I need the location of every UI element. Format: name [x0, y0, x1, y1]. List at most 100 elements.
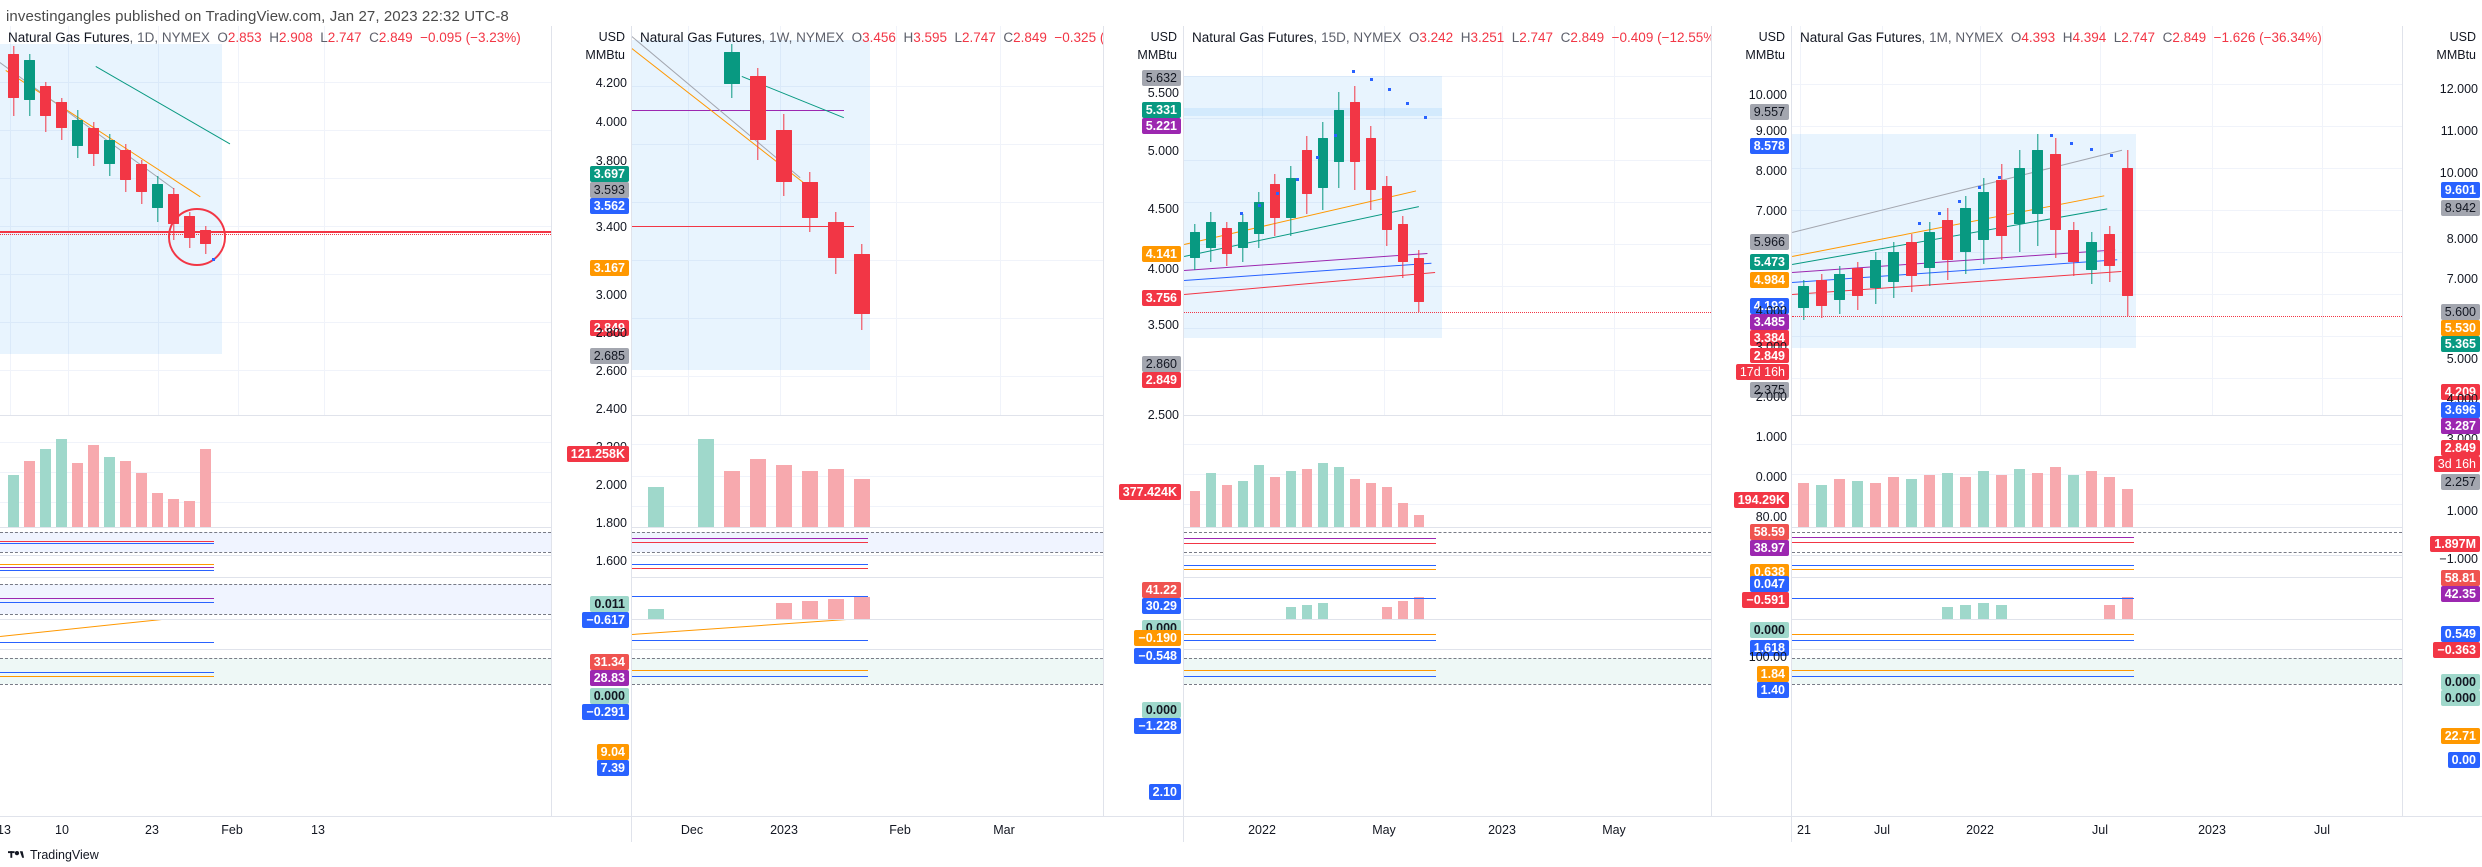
time-axis-1d[interactable]: 13 10 23 Feb 13 — [0, 816, 631, 842]
indicator-pane-1d-c[interactable] — [0, 578, 551, 620]
currency-label: USD — [598, 30, 625, 44]
axis-price-tag: 5.331 — [1141, 102, 1181, 118]
price-pane-1m[interactable] — [1792, 26, 2402, 416]
axis-indicator-tag: 2.10 — [1148, 784, 1181, 800]
panes-15d[interactable]: Natural Gas Futures, 15D, NYMEX O3.242 H… — [1184, 26, 1711, 816]
indicator-pane-1m-a[interactable] — [1792, 528, 2402, 556]
axis-price-tag: 2.685 — [589, 348, 629, 364]
indicator-pane-1m-c[interactable] — [1792, 578, 2402, 620]
price-pane-1d[interactable] — [0, 26, 551, 416]
axis-indicator-tag: 0.047 — [1749, 576, 1789, 592]
axis-tick: 2.400 — [595, 402, 627, 416]
axis-tick: 11.000 — [2440, 124, 2478, 138]
volume-pane-1m[interactable] — [1792, 416, 2402, 528]
axis-indicator-tag: −0.617 — [582, 612, 629, 628]
price-pane-15d[interactable] — [1184, 26, 1711, 416]
indicator-pane-1m-d[interactable] — [1792, 620, 2402, 650]
price-axis-1m[interactable]: USD MMBtu 12.000 11.000 10.000 9.601 8.9… — [2402, 26, 2482, 816]
unit-label: MMBtu — [1137, 48, 1177, 62]
axis-price-tag: 3.697 — [589, 166, 629, 182]
indicator-pane-1d-d[interactable] — [0, 620, 551, 650]
panes-1m[interactable]: Natural Gas Futures, 1M, NYMEX O4.393 H4… — [1792, 26, 2402, 816]
volume-pane-15d[interactable] — [1184, 416, 1711, 528]
open-value: 2.853 — [227, 30, 262, 45]
time-tick: 2023 — [2198, 823, 2226, 837]
axis-price-tag: 5.600 — [2440, 304, 2480, 320]
axis-price-tag: 5.530 — [2440, 320, 2480, 336]
indicator-pane-1m-e[interactable] — [1792, 650, 2402, 696]
indicator-pane-1w-d[interactable] — [632, 620, 1103, 650]
tradingview-mark-icon — [8, 850, 25, 858]
symbol-name: Natural Gas Futures — [640, 30, 762, 45]
chart-panel-1d[interactable]: Natural Gas Futures, 1D, NYMEX O2.853 H2… — [0, 26, 632, 842]
chart-panel-1w[interactable]: Natural Gas Futures, 1W, NYMEX O3.456 H3… — [632, 26, 1184, 842]
price-pane-1w[interactable] — [632, 26, 1103, 416]
axis-tick: 7.000 — [1755, 204, 1787, 218]
open-label: O — [2010, 30, 2022, 45]
axis-tick: 2.000 — [595, 478, 627, 492]
panes-1d[interactable]: Natural Gas Futures, 1D, NYMEX O2.853 H2… — [0, 26, 551, 816]
axis-price-tag: 4.209 — [2440, 384, 2480, 400]
indicator-pane-15d-a[interactable] — [1184, 528, 1711, 556]
axis-indicator-tag: 0.000 — [1749, 622, 1789, 638]
axis-price-tag: 3.384 — [1749, 330, 1789, 346]
panes-1w[interactable]: Natural Gas Futures, 1W, NYMEX O3.456 H3… — [632, 26, 1103, 816]
open-label: O — [217, 30, 228, 45]
change-value: −0.325 (−10.24%) — [1054, 30, 1103, 45]
exchange-label: NYMEX — [796, 30, 845, 45]
price-axis-1w[interactable]: USD MMBtu 5.632 5.500 5.331 5.221 5.000 … — [1103, 26, 1183, 816]
indicator-pane-15d-b[interactable] — [1184, 556, 1711, 578]
indicator-pane-1d-e[interactable] — [0, 650, 551, 696]
indicator-pane-1m-b[interactable] — [1792, 556, 2402, 578]
axis-tick: 1.000 — [1755, 430, 1787, 444]
volume-pane-1d[interactable] — [0, 416, 551, 528]
close-label: C — [369, 30, 379, 45]
chart-panel-15d[interactable]: Natural Gas Futures, 15D, NYMEX O3.242 H… — [1184, 26, 1792, 842]
open-value: 3.242 — [1419, 30, 1454, 45]
axis-indicator-tag: 22.71 — [2440, 728, 2480, 744]
indicator-pane-1w-a[interactable] — [632, 528, 1103, 556]
indicator-pane-15d-c[interactable] — [1184, 578, 1711, 620]
indicator-pane-15d-e[interactable] — [1184, 650, 1711, 696]
price-axis-15d[interactable]: USD MMBtu 10.000 9.557 9.000 8.578 8.000… — [1711, 26, 1791, 816]
axis-indicator-tag: 1.40 — [1756, 682, 1789, 698]
axis-tick: 4.000 — [1147, 262, 1179, 276]
axis-indicator-tag: 0.000 — [589, 688, 629, 704]
chart-header-15d: Natural Gas Futures, 15D, NYMEX O3.242 H… — [1192, 30, 1711, 45]
low-label: L — [954, 30, 963, 45]
interval-label: 15D — [1321, 30, 1346, 45]
axis-price-tag: 4.141 — [1141, 246, 1181, 262]
exchange-label: NYMEX — [161, 30, 210, 45]
axis-indicator-tag: 0.000 — [2440, 690, 2480, 706]
high-value: 2.908 — [278, 30, 313, 45]
volume-pane-1w[interactable] — [632, 416, 1103, 528]
high-label: H — [2062, 30, 2073, 45]
chart-header-1w: Natural Gas Futures, 1W, NYMEX O3.456 H3… — [640, 30, 1103, 45]
indicator-pane-1d-b[interactable] — [0, 556, 551, 578]
axis-tick: 7.000 — [2446, 272, 2478, 286]
axis-tick: 12.000 — [2439, 82, 2478, 96]
time-tick: Mar — [993, 823, 1015, 837]
time-tick: Jul — [2314, 823, 2330, 837]
interval-label: 1W — [769, 30, 789, 45]
indicator-pane-1w-b[interactable] — [632, 556, 1103, 578]
axis-indicator-tick: 80.00 — [1755, 510, 1787, 524]
tradingview-brand-label: TradingView — [30, 847, 99, 862]
tradingview-logo[interactable]: TradingView — [8, 848, 99, 862]
indicator-pane-1w-c[interactable] — [632, 578, 1103, 620]
axis-indicator-tag: 0.000 — [1141, 702, 1181, 718]
axis-volume-tag: 1.897M — [2430, 536, 2480, 552]
close-value: 2.849 — [1570, 30, 1605, 45]
exchange-label: NYMEX — [1955, 30, 2004, 45]
chart-panel-1m[interactable]: Natural Gas Futures, 1M, NYMEX O4.393 H4… — [1792, 26, 2482, 842]
time-axis-15d[interactable]: 2022 May 2023 May — [1184, 816, 1791, 842]
axis-indicator-tag: 0.00 — [2447, 752, 2480, 768]
indicator-pane-1d-a[interactable] — [0, 528, 551, 556]
indicator-pane-15d-d[interactable] — [1184, 620, 1711, 650]
indicator-pane-1w-e[interactable] — [632, 650, 1103, 696]
time-axis-1m[interactable]: 21 Jul 2022 Jul 2023 Jul — [1792, 816, 2482, 842]
axis-tick: 2.600 — [595, 364, 627, 378]
time-axis-1w[interactable]: Dec 2023 Feb Mar — [632, 816, 1183, 842]
exchange-label: NYMEX — [1353, 30, 1402, 45]
price-axis-1d[interactable]: USD MMBtu 4.200 4.000 3.800 3.697 3.593 … — [551, 26, 631, 816]
